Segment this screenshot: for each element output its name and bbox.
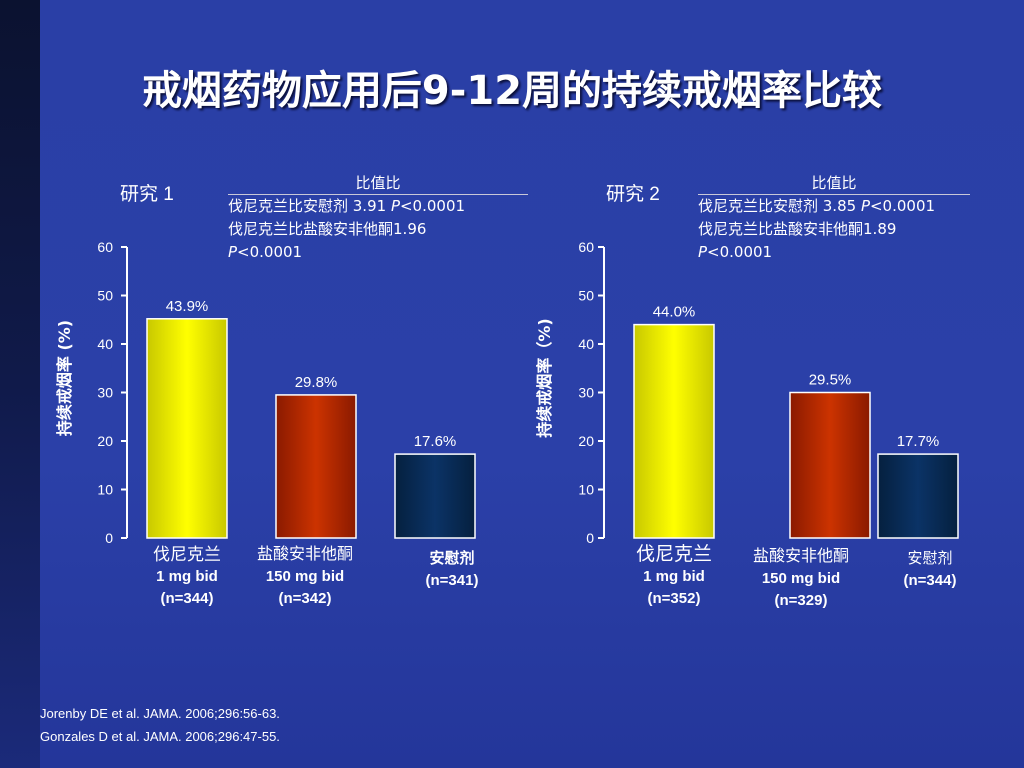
study-2-xlabel-placebo-name: 安慰剂 bbox=[907, 550, 953, 567]
study-1-data-label-bupropion: 29.8% bbox=[295, 374, 338, 391]
left-decorative-strip bbox=[0, 0, 40, 768]
study-2-y-axis-label: 持续戒烟率（%) bbox=[535, 318, 554, 437]
study-1-ratio-head: 比值比 bbox=[228, 174, 528, 195]
study-1-ratio-line-3: P<0.0001 bbox=[228, 243, 303, 261]
study-2-bar-varenicline bbox=[633, 323, 715, 539]
study-1-label: 研究 1 bbox=[120, 184, 174, 205]
study-2-ratio-line-1: 伐尼克兰比安慰剂 3.85 P<0.0001 bbox=[698, 197, 936, 215]
study-1-data-label-varenicline: 43.9% bbox=[166, 298, 209, 315]
study-2-data-label-bupropion: 29.5% bbox=[809, 372, 852, 389]
study-2-xlabel-bupropion: 盐酸安非他酮 150 mg bid (n=329) bbox=[738, 546, 864, 612]
study-2-odds-ratio: 比值比 伐尼克兰比安慰剂 3.85 P<0.0001 伐尼克兰比盐酸安非他酮1.… bbox=[698, 174, 998, 264]
study-1-xlabel-varenicline: 伐尼克兰 1 mg bid (n=344) bbox=[128, 544, 246, 610]
study-1-xlabel-placebo: 安慰剂 (n=341) bbox=[392, 548, 512, 592]
study-2-xlabel-bupropion-n: (n=329) bbox=[774, 592, 828, 609]
study-1-ratio-line-2: 伐尼克兰比盐酸安非他酮1.96 bbox=[228, 220, 427, 238]
study-2-xlabel-bupropion-dose: 150 mg bid bbox=[761, 570, 841, 587]
study-2-y-tick-label: 20 bbox=[578, 433, 594, 449]
study-2-data-label-varenicline: 44.0% bbox=[653, 304, 696, 321]
study-1-y-tick-label: 20 bbox=[97, 433, 113, 449]
study-2-xlabel-varenicline-dose: 1 mg bid bbox=[643, 568, 705, 585]
study-1-xlabel-bupropion-n: (n=342) bbox=[278, 590, 332, 607]
study-2-bar-bupropion bbox=[789, 391, 871, 539]
study-2-xlabel-placebo-n: (n=344) bbox=[903, 572, 957, 589]
study-1-y-tick-label: 40 bbox=[97, 336, 113, 352]
study-2-bar-placebo bbox=[877, 453, 959, 539]
study-2-data-label-placebo: 17.7% bbox=[897, 433, 940, 450]
study-1-y-tick-label: 60 bbox=[97, 239, 113, 255]
study-2-ratio-head: 比值比 bbox=[698, 174, 970, 195]
study-2-label: 研究 2 bbox=[606, 184, 660, 205]
study-1-bar-placebo bbox=[394, 453, 476, 539]
study-1-xlabel-bupropion-name: 盐酸安非他酮 bbox=[256, 546, 353, 563]
study-1-data-label-placebo: 17.6% bbox=[414, 433, 457, 450]
reference-2: Gonzales D et al. JAMA. 2006;296:47-55. bbox=[40, 729, 280, 744]
study-1-bar-varenicline bbox=[146, 318, 228, 539]
page-title: 戒烟药物应用后9-12周的持续戒烟率比较 bbox=[141, 68, 883, 114]
study-2-xlabel-varenicline: 伐尼克兰 1 mg bid (n=352) bbox=[614, 544, 734, 610]
study-1-odds-ratio: 比值比 伐尼克兰比安慰剂 3.91 P<0.0001 伐尼克兰比盐酸安非他酮1.… bbox=[228, 174, 528, 264]
study-1-xlabel-varenicline-n: (n=344) bbox=[160, 590, 214, 607]
study-1-xlabel-placebo-name: 安慰剂 bbox=[429, 550, 475, 567]
study-1-y-axis-label: 持续戒烟率 (%) bbox=[55, 320, 74, 436]
study-2-xlabel-varenicline-n: (n=352) bbox=[647, 590, 701, 607]
study-1-xlabel-varenicline-dose: 1 mg bid bbox=[156, 568, 218, 585]
study-2-y-tick-label: 40 bbox=[578, 336, 594, 352]
study-2-xlabel-placebo: 安慰剂 (n=344) bbox=[870, 548, 990, 592]
study-1-y-tick-label: 10 bbox=[97, 482, 113, 498]
study-2-ratio-line-2: 伐尼克兰比盐酸安非他酮1.89 bbox=[698, 220, 897, 238]
study-2-y-tick-label: 50 bbox=[578, 288, 594, 304]
study-1-y-tick-label: 30 bbox=[97, 385, 113, 401]
study-2-xlabel-bupropion-name: 盐酸安非他酮 bbox=[752, 548, 849, 565]
study-1-y-tick-label: 0 bbox=[105, 530, 113, 546]
study-2-y-tick-label: 30 bbox=[578, 385, 594, 401]
study-1-y-tick-label: 50 bbox=[97, 288, 113, 304]
study-2-y-tick-label: 10 bbox=[578, 482, 594, 498]
study-1-xlabel-bupropion-dose: 150 mg bid bbox=[265, 568, 345, 585]
study-1-xlabel-bupropion: 盐酸安非他酮 150 mg bid (n=342) bbox=[246, 544, 364, 610]
study-2-xlabel-varenicline-name: 伐尼克兰 bbox=[635, 544, 712, 565]
reference-1: Jorenby DE et al. JAMA. 2006;296:56-63. bbox=[40, 706, 280, 721]
study-2-ratio-line-3: P<0.0001 bbox=[698, 243, 773, 261]
study-1-xlabel-placebo-n: (n=341) bbox=[425, 572, 479, 589]
study-2-y-tick-label: 0 bbox=[586, 530, 594, 546]
study-1-ratio-line-1: 伐尼克兰比安慰剂 3.91 P<0.0001 bbox=[228, 197, 466, 215]
study-1-xlabel-varenicline-name: 伐尼克兰 bbox=[153, 545, 221, 564]
study-2-y-tick-label: 60 bbox=[578, 239, 594, 255]
study-1-bar-bupropion bbox=[275, 394, 357, 539]
